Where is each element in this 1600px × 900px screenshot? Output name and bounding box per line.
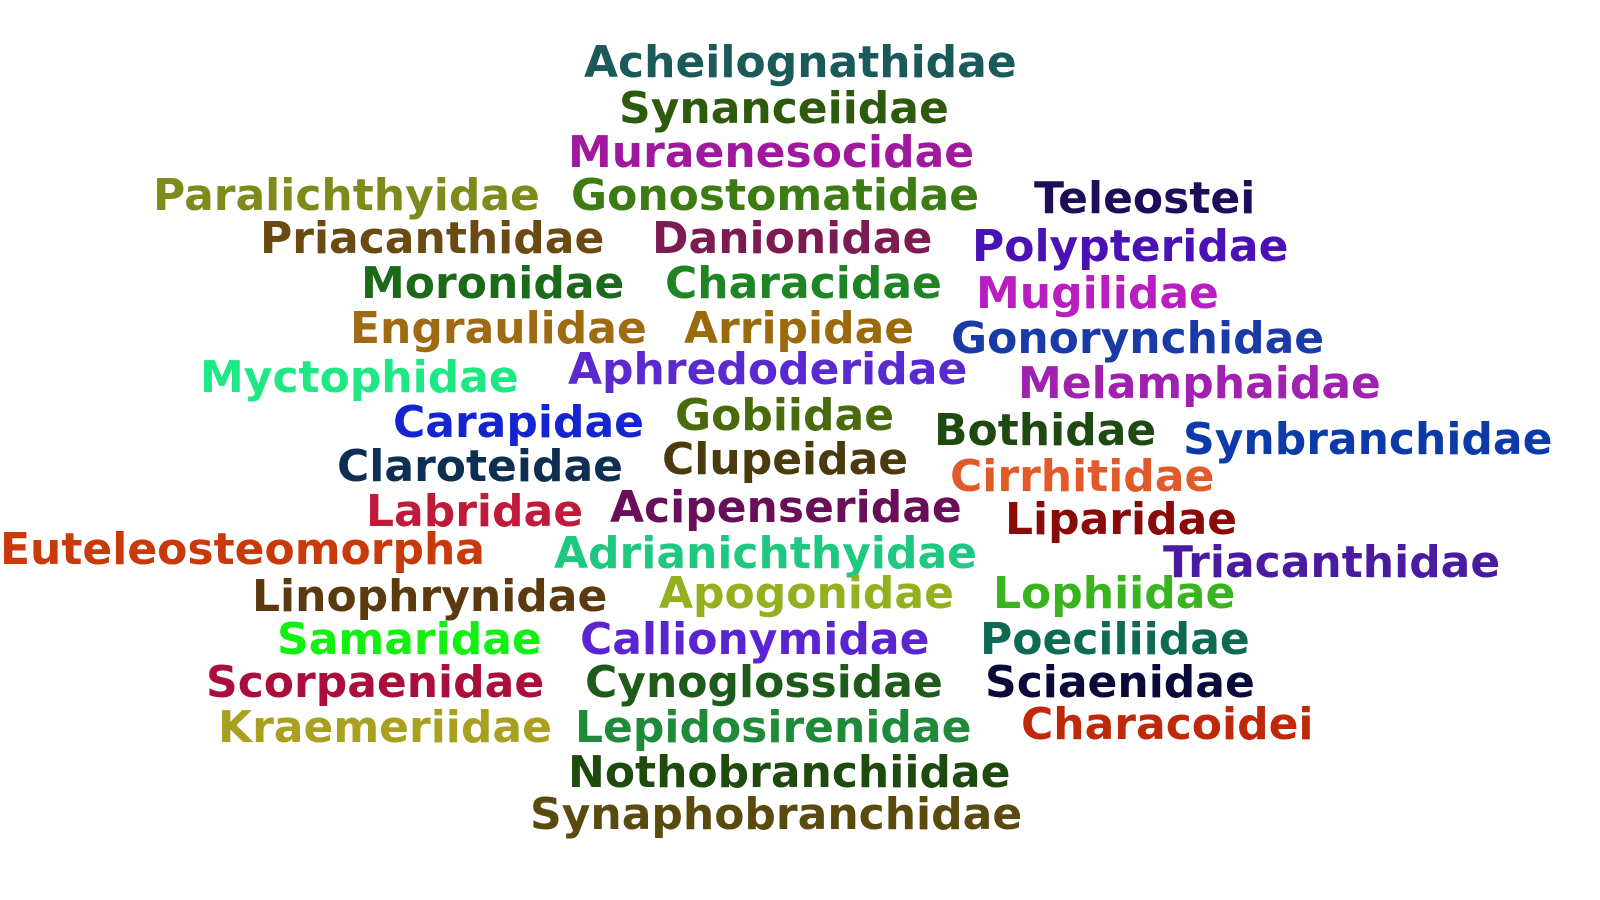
word-claroteidae: Claroteidae: [337, 441, 623, 492]
word-scorpaenidae: Scorpaenidae: [206, 657, 545, 708]
word-polypteridae: Polypteridae: [972, 221, 1289, 272]
word-danionidae: Danionidae: [652, 213, 933, 264]
word-samaridae: Samaridae: [277, 614, 542, 665]
word-euteleosteomorpha: Euteleosteomorpha: [0, 524, 485, 575]
word-muraenesocidae: Muraenesocidae: [568, 127, 975, 178]
word-moronidae: Moronidae: [361, 258, 625, 309]
word-linophrynidae: Linophrynidae: [252, 571, 608, 622]
word-myctophidae: Myctophidae: [200, 352, 519, 403]
word-priacanthidae: Priacanthidae: [260, 213, 605, 264]
word-adrianichthyidae: Adrianichthyidae: [554, 528, 977, 579]
word-sciaenidae: Sciaenidae: [985, 657, 1255, 708]
word-kraemeriidae: Kraemeriidae: [218, 702, 552, 753]
word-engraulidae: Engraulidae: [350, 303, 647, 354]
word-teleostei: Teleostei: [1034, 173, 1256, 224]
word-bothidae: Bothidae: [934, 405, 1157, 456]
word-gonostomatidae: Gonostomatidae: [571, 170, 980, 221]
word-characoidei: Characoidei: [1021, 699, 1314, 750]
word-callionymidae: Callionymidae: [580, 614, 930, 665]
word-liparidae: Liparidae: [1005, 494, 1238, 545]
word-characidae: Characidae: [665, 258, 942, 309]
word-acheilognathidae: Acheilognathidae: [584, 37, 1017, 88]
word-synaphobranchidae: Synaphobranchidae: [530, 789, 1023, 840]
word-acipenseridae: Acipenseridae: [610, 482, 962, 533]
word-arripidae: Arripidae: [684, 303, 915, 354]
word-lepidosirenidae: Lepidosirenidae: [575, 702, 972, 753]
word-cynoglossidae: Cynoglossidae: [585, 657, 943, 708]
word-synanceiidae: Synanceiidae: [619, 83, 949, 134]
word-poeciliidae: Poeciliidae: [980, 614, 1250, 665]
word-gobiidae: Gobiidae: [675, 390, 895, 441]
word-melamphaidae: Melamphaidae: [1018, 358, 1381, 409]
word-clupeidae: Clupeidae: [662, 434, 909, 485]
word-triacanthidae: Triacanthidae: [1163, 537, 1501, 588]
word-apogonidae: Apogonidae: [659, 568, 954, 619]
word-aphredoderidae: Aphredoderidae: [568, 344, 968, 395]
word-gonorynchidae: Gonorynchidae: [951, 313, 1325, 364]
word-cirrhitidae: Cirrhitidae: [950, 451, 1215, 502]
word-labridae: Labridae: [366, 486, 584, 537]
word-synbranchidae: Synbranchidae: [1183, 414, 1553, 465]
word-nothobranchiidae: Nothobranchiidae: [568, 747, 1011, 798]
word-mugilidae: Mugilidae: [976, 268, 1219, 319]
word-lophiidae: Lophiidae: [993, 568, 1236, 619]
word-paralichthyidae: Paralichthyidae: [153, 170, 540, 221]
word-carapidae: Carapidae: [393, 397, 644, 448]
